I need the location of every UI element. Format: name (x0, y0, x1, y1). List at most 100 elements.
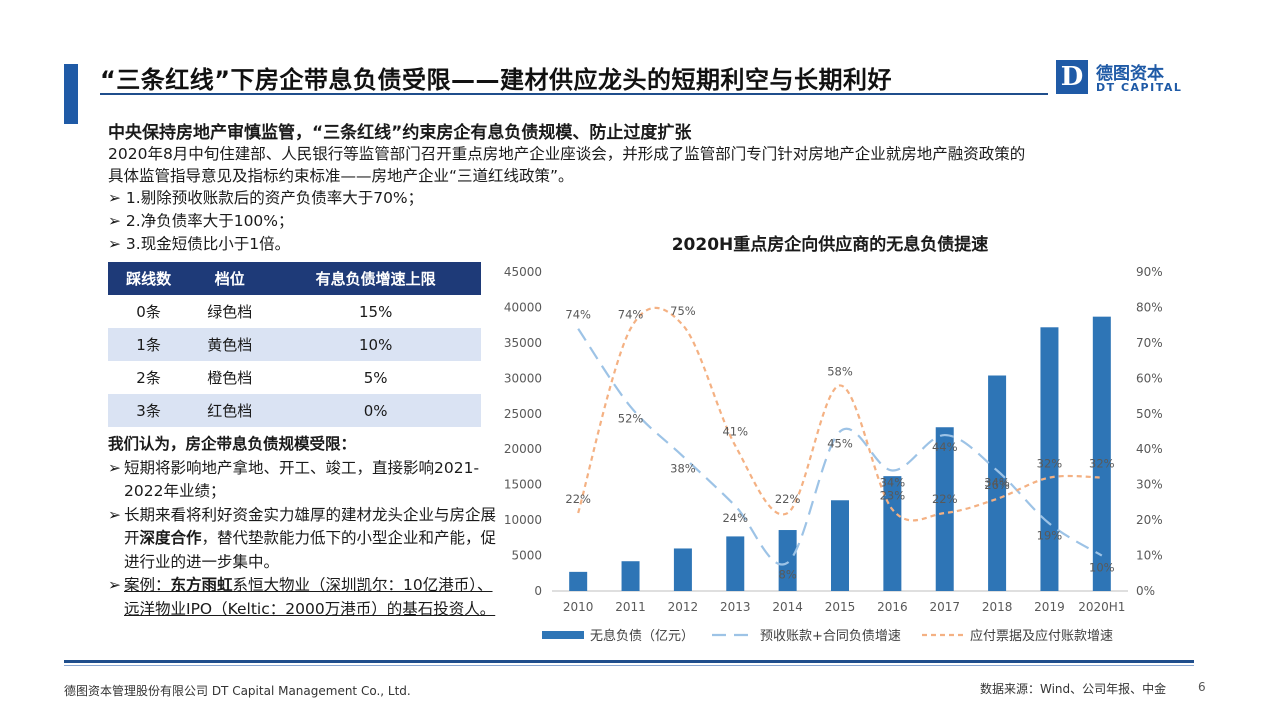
table-cell: 0条 (136, 303, 161, 321)
table-cell: 红色档 (189, 394, 271, 427)
arrow-bullet-icon: ➢ (108, 505, 121, 524)
opinion-item: ➢ 长期来看将利好资金实力雄厚的建材龙头企业与房企展开深度合作，替代垫款能力低下的… (108, 504, 498, 575)
y-right-tick-label: 70% (1136, 336, 1163, 350)
red-line-item: ➢ 3.现金短债比小于1倍。 (108, 235, 291, 253)
chart-bar (673, 548, 692, 591)
y-right-tick-label: 90% (1136, 265, 1163, 279)
red-line-item: ➢ 1.剔除预收账款后的资产负债率大于70%； (108, 189, 424, 207)
table-header-cell: 有息负债增速上限 (270, 262, 481, 295)
chart-bar (1092, 316, 1111, 591)
logo-chinese-name: 德图资本 (1096, 64, 1164, 84)
table-row: 1条 黄色档 10% (108, 328, 481, 361)
logo-english-name: DT CAPITAL (1096, 81, 1183, 94)
chart-bar (726, 536, 745, 591)
legend-label: 无息负债（亿元） (590, 628, 694, 644)
page-number: 6 (1198, 680, 1206, 694)
table-header-cell: 档位 (189, 262, 271, 295)
x-tick-label: 2014 (772, 600, 803, 614)
chart-title: 2020H重点房企向供应商的无息负债提速 (671, 235, 989, 255)
table-cell: 1条 (108, 328, 190, 361)
table-row: 2条 橙色档 5% (108, 361, 481, 394)
y-right-tick-label: 60% (1136, 371, 1163, 385)
x-tick-label: 2011 (615, 600, 646, 614)
opinion-item: ➢ 案例：东方雨虹系恒大物业（深圳凯尔：10亿港币）、远洋物业IPO（Keltic… (108, 574, 498, 621)
opinion-item-text: 案例： (124, 576, 171, 594)
chart-bar (988, 375, 1007, 591)
data-label: 23% (880, 488, 906, 502)
data-label: 32% (1037, 457, 1063, 471)
x-tick-label: 2017 (929, 600, 960, 614)
legend-swatch-bar (542, 631, 584, 639)
table-cell: 10% (270, 328, 481, 361)
section-subtitle: 中央保持房地产审慎监管，“三条红线”约束房企有息负债规模、防止过度扩张 (108, 123, 692, 143)
data-label: 34% (984, 475, 1010, 489)
opinion-emphasis: 东方雨虹 (170, 576, 233, 594)
title-underline (100, 93, 1048, 95)
series-line-2 (577, 306, 1102, 522)
policy-paragraph: 2020年8月中旬住建部、人民银行等监管部门召开重点房地产企业座谈会，并形成了监… (108, 145, 1026, 185)
chart-bar (621, 561, 640, 591)
x-tick-label: 2016 (877, 600, 908, 614)
y-right-tick-label: 50% (1136, 407, 1163, 421)
data-label: 41% (722, 425, 748, 439)
page-title: “三条红线”下房企带息负债受限——建材供应龙头的短期利空与长期利好 (100, 66, 893, 94)
x-tick-label: 2013 (720, 600, 751, 614)
x-tick-label: 2015 (825, 600, 856, 614)
footer-rule (64, 660, 1194, 663)
y-right-tick-label: 80% (1136, 300, 1163, 314)
data-label: 22% (775, 492, 801, 506)
y-right-tick-label: 20% (1136, 513, 1163, 527)
opinion-item: ➢ 短期将影响地产拿地、开工、竣工，直接影响2021-2022年业绩； (108, 457, 498, 504)
y-left-tick-label: 40000 (504, 300, 542, 314)
data-label: 32% (1089, 457, 1115, 471)
series-line-1 (577, 328, 1103, 566)
y-right-tick-label: 40% (1136, 442, 1163, 456)
y-right-tick-label: 10% (1136, 549, 1163, 563)
chart-bar (1040, 327, 1059, 591)
table-cell: 15% (358, 302, 393, 321)
table-cell: 2条 (136, 369, 161, 387)
data-label: 45% (827, 437, 853, 451)
y-left-tick-label: 15000 (504, 478, 542, 492)
table-row: 3条 红色档 0% (108, 394, 481, 427)
table-cell: 黄色档 (189, 328, 271, 361)
data-label: 44% (932, 440, 958, 454)
chart-bar (569, 571, 588, 591)
table-header-cell: 踩线数 (108, 262, 190, 295)
y-right-tick-label: 0% (1136, 584, 1155, 598)
legend-label: 预收账款+合同负债增速 (760, 629, 901, 644)
y-left-tick-label: 0 (534, 584, 542, 598)
opinion-item-text: 系恒大物业（深圳凯尔：10亿港币）、远洋物业IPO（Keltic：2000万港币… (124, 576, 496, 618)
data-label: 52% (618, 412, 644, 426)
table-cell: 3条 (108, 394, 190, 427)
data-label: 24% (722, 511, 748, 525)
data-label: 38% (670, 461, 696, 475)
liability-chart: 0 5000 10000 15000 20000 25000 30000 35000 40000… (504, 265, 1163, 644)
legend-label: 应付票据及应付账款增速 (970, 628, 1113, 644)
y-left-tick-label: 5000 (511, 549, 542, 563)
table-row: 0条 绿色档 15% (108, 295, 481, 328)
x-tick-label: 2020H1 (1078, 600, 1125, 614)
x-tick-label: 2019 (1034, 600, 1065, 614)
y-left-tick-label: 35000 (504, 336, 542, 350)
x-tick-label: 2010 (563, 600, 594, 614)
x-tick-label: 2012 (668, 600, 699, 614)
data-label: 19% (1037, 529, 1063, 543)
data-label: 74% (565, 308, 591, 322)
opinion-item-text: ，替代垫款能力低下的小型企业和产能，促进行业的进一步集中。 (124, 529, 497, 571)
chart-bar (935, 427, 954, 591)
arrow-bullet-icon: ➢ (108, 576, 121, 594)
company-logo: D 德图资本 DT CAPITAL (1056, 60, 1196, 100)
data-label: 58% (827, 364, 853, 378)
red-line-list: ➢ 1.剔除预收账款后的资产负债率大于70%； ➢ 2.净负债率大于100%； … (108, 187, 423, 256)
data-source: 数据来源：Wind、公司年报、中金 (980, 682, 1167, 696)
data-label: 26% (984, 478, 1010, 492)
data-label: 8% (779, 568, 797, 582)
data-label: 74% (618, 308, 644, 322)
data-label: 75% (670, 304, 696, 318)
y-left-tick-label: 30000 (504, 371, 542, 385)
opinion-heading: 我们认为，房企带息负债规模受限： (108, 435, 357, 453)
footer-company: 德图资本管理股份有限公司 DT Capital Management Co., … (64, 684, 411, 698)
opinion-emphasis: 深度合作 (139, 529, 202, 547)
debt-tier-table: 踩线数 档位 有息负债增速上限 0条 绿色档 15% 1条 黄色档 10% 2条… (108, 262, 481, 427)
